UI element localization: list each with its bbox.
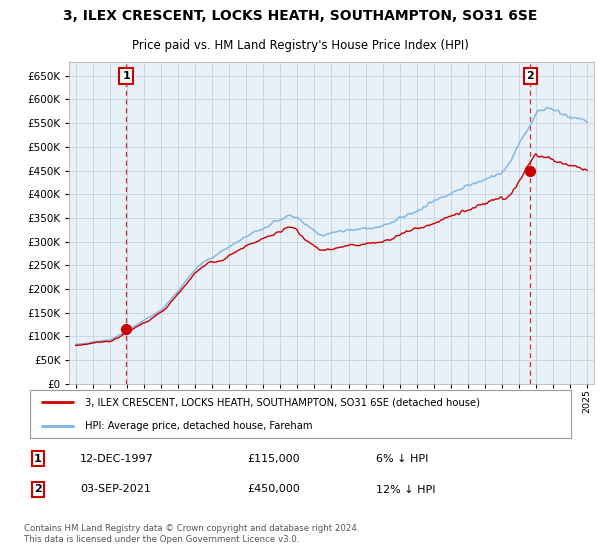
Text: Price paid vs. HM Land Registry's House Price Index (HPI): Price paid vs. HM Land Registry's House … [131,39,469,53]
FancyBboxPatch shape [29,390,571,437]
Text: 03-SEP-2021: 03-SEP-2021 [80,484,151,494]
Text: Contains HM Land Registry data © Crown copyright and database right 2024.
This d: Contains HM Land Registry data © Crown c… [24,524,359,544]
Text: HPI: Average price, detached house, Fareham: HPI: Average price, detached house, Fare… [85,421,313,431]
Text: 3, ILEX CRESCENT, LOCKS HEATH, SOUTHAMPTON, SO31 6SE: 3, ILEX CRESCENT, LOCKS HEATH, SOUTHAMPT… [63,10,537,24]
Text: £115,000: £115,000 [247,454,300,464]
Text: 1: 1 [122,71,130,81]
Text: 1: 1 [34,454,42,464]
Text: 2: 2 [527,71,534,81]
Text: 12-DEC-1997: 12-DEC-1997 [80,454,154,464]
Text: 12% ↓ HPI: 12% ↓ HPI [376,484,435,494]
Text: 3, ILEX CRESCENT, LOCKS HEATH, SOUTHAMPTON, SO31 6SE (detached house): 3, ILEX CRESCENT, LOCKS HEATH, SOUTHAMPT… [85,397,481,407]
Text: £450,000: £450,000 [247,484,300,494]
Text: 6% ↓ HPI: 6% ↓ HPI [376,454,428,464]
Text: 2: 2 [34,484,42,494]
